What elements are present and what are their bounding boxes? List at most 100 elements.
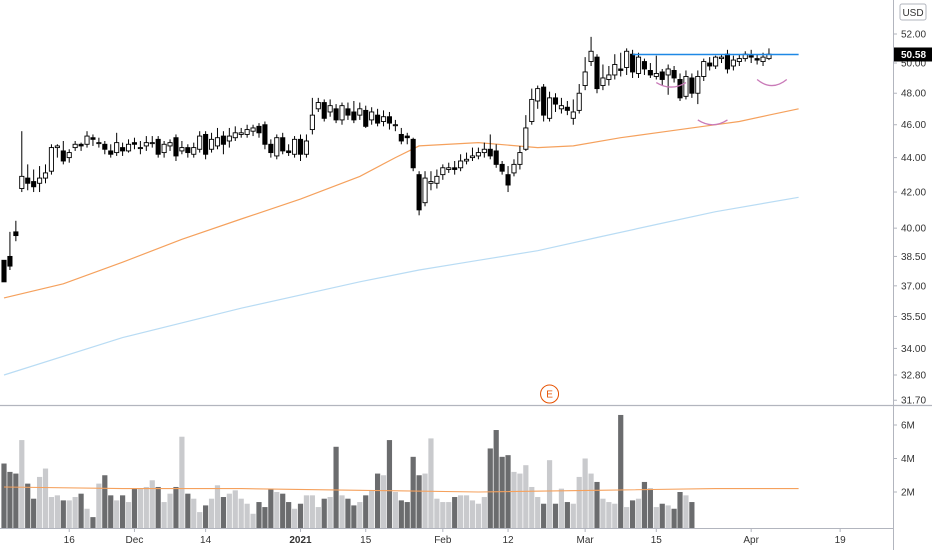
candle-body <box>292 138 298 155</box>
candle <box>220 131 226 155</box>
candle-body <box>499 163 505 172</box>
volume-bar <box>612 503 618 528</box>
candle <box>208 132 215 153</box>
candle <box>475 147 481 160</box>
candle-body <box>84 135 90 145</box>
date-tick-label: 14 <box>200 535 212 546</box>
earnings-marker-label: E <box>546 390 553 401</box>
candle <box>541 84 547 122</box>
candle <box>54 144 60 158</box>
candle-body <box>48 147 54 172</box>
candle <box>416 171 422 216</box>
candle <box>493 144 499 168</box>
candle-body <box>327 105 333 113</box>
candle <box>60 140 66 165</box>
volume-pane <box>1 414 799 528</box>
candle <box>37 166 43 193</box>
candle-body <box>345 108 351 116</box>
volume-bar <box>641 481 648 528</box>
candle <box>552 93 559 112</box>
volume-bar <box>683 495 689 528</box>
candle-body <box>31 181 37 188</box>
handle-arc <box>756 78 788 87</box>
candle-body <box>37 177 43 184</box>
volume-bar <box>629 500 636 528</box>
candle <box>635 52 642 78</box>
candle-body <box>380 116 387 122</box>
volume-bar <box>588 473 594 528</box>
volume-bar <box>541 503 547 528</box>
candle <box>7 231 13 271</box>
candle-body <box>683 76 689 97</box>
volume-bar <box>374 473 381 528</box>
candle-body <box>635 56 642 74</box>
volume-bar <box>214 485 221 528</box>
candle <box>226 127 232 148</box>
candle-body <box>724 53 731 70</box>
volume-bar <box>339 495 345 528</box>
volume-bar <box>600 498 606 528</box>
volume-bar <box>262 507 268 528</box>
candle-body <box>736 58 742 62</box>
candle-body <box>535 88 541 102</box>
price-tick-label: 34.00 <box>901 344 926 355</box>
candle-body <box>161 143 167 154</box>
candle <box>606 65 612 86</box>
volume-bar <box>671 508 677 528</box>
date-tick-label: Apr <box>743 535 759 546</box>
volume-bar <box>120 495 126 528</box>
candle <box>517 145 523 170</box>
volume-bar <box>398 500 404 528</box>
volume-bar <box>185 493 191 528</box>
candle <box>90 134 96 146</box>
candle <box>280 132 286 155</box>
volume-bar <box>481 497 487 528</box>
candle <box>244 124 250 138</box>
date-tick-label: 15 <box>651 535 663 546</box>
candle-body <box>647 70 653 76</box>
volume-bar <box>529 486 535 528</box>
volume-bar <box>327 497 333 528</box>
candle-body <box>606 74 612 80</box>
candle <box>707 57 713 71</box>
volume-bar <box>78 493 84 528</box>
candle-body <box>505 174 511 186</box>
candle-body <box>552 97 559 105</box>
price-tick-label: 38.50 <box>901 252 926 263</box>
candle <box>179 140 185 155</box>
candle-body <box>600 77 606 87</box>
candle-body <box>469 155 476 159</box>
candle-body <box>446 167 452 170</box>
price-tick-label: 50.00 <box>901 59 926 70</box>
volume-bar <box>517 473 523 528</box>
sma-200-line <box>3 196 799 376</box>
candle <box>155 136 161 158</box>
candle <box>48 144 54 175</box>
volume-bar <box>102 475 108 528</box>
volume-tick-label: 4M <box>901 454 915 465</box>
candle-body <box>1 259 7 283</box>
candle <box>392 119 398 132</box>
candle <box>547 91 553 122</box>
volume-bar <box>66 500 72 528</box>
volume-bar <box>48 497 55 528</box>
candle-body <box>339 105 345 121</box>
volume-bar <box>291 508 298 528</box>
volume-bar <box>303 495 310 528</box>
candle-body <box>754 58 760 61</box>
candle <box>203 131 209 160</box>
candle <box>96 137 102 148</box>
candle-body <box>131 142 138 145</box>
candle <box>102 140 108 155</box>
candle-body <box>416 174 422 211</box>
volume-bar <box>131 488 138 528</box>
candle <box>576 84 582 114</box>
candle-body <box>487 148 493 157</box>
candle-body <box>523 127 529 150</box>
price-tick-label: 37.00 <box>901 281 926 292</box>
volume-bar <box>25 483 31 528</box>
candle-body <box>54 145 60 149</box>
volume-bar <box>54 495 60 528</box>
price-tick-label: 48.00 <box>901 89 926 100</box>
